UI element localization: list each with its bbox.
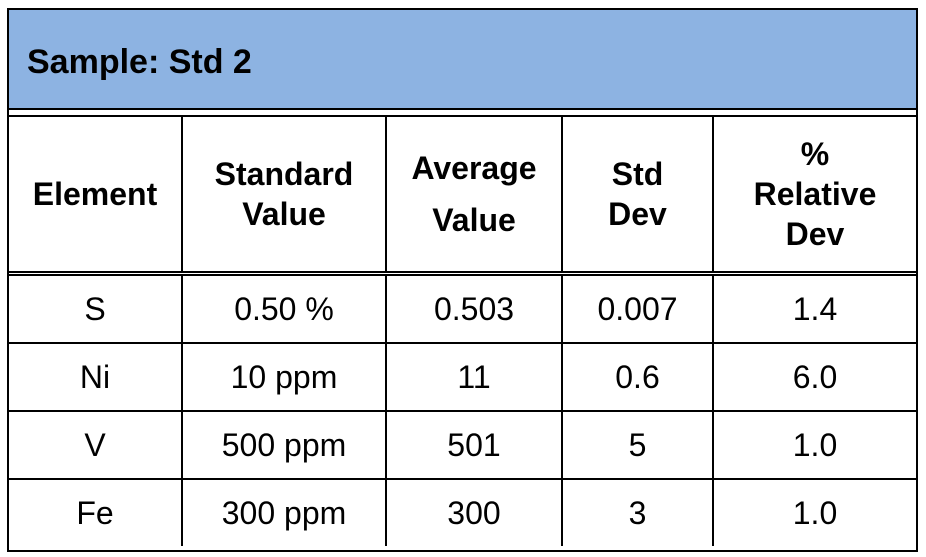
cell-element: S <box>9 272 183 344</box>
results-table-frame: Sample: Std 2 Element Standard Value Ave… <box>7 8 918 552</box>
header-line: Element <box>32 176 158 212</box>
header-element: Element <box>9 115 183 276</box>
results-table: Element Standard Value Average Value Std… <box>9 115 916 546</box>
header-relative-dev: % Relative Dev <box>712 115 916 276</box>
cell-element: V <box>9 410 183 480</box>
cell-standard-value: 10 ppm <box>181 342 387 412</box>
cell-relative-dev: 1.0 <box>712 410 916 480</box>
cell-average-value: 300 <box>385 478 563 546</box>
cell-std-dev: 0.6 <box>561 342 714 412</box>
cell-average-value: 0.503 <box>385 272 563 344</box>
header-line: Relative <box>753 176 877 212</box>
header-line: Dev <box>785 216 845 252</box>
header-row: Element Standard Value Average Value Std… <box>9 115 916 276</box>
header-line: Std <box>611 156 664 192</box>
header-line: Value <box>432 202 516 238</box>
header-average-value: Average Value <box>385 115 563 276</box>
header-std-dev: Std Dev <box>561 115 714 276</box>
cell-average-value: 501 <box>385 410 563 480</box>
cell-relative-dev: 6.0 <box>712 342 916 412</box>
cell-std-dev: 3 <box>561 478 714 546</box>
header-line: Average <box>411 150 537 186</box>
cell-standard-value: 500 ppm <box>181 410 387 480</box>
header-standard-value: Standard Value <box>181 115 387 276</box>
title-bar: Sample: Std 2 <box>9 10 916 110</box>
cell-average-value: 11 <box>385 342 563 412</box>
sample-title: Sample: Std 2 <box>27 43 252 81</box>
table-row: Ni 10 ppm 11 0.6 6.0 <box>9 342 916 412</box>
cell-element: Fe <box>9 478 183 546</box>
header-line: % <box>800 136 830 172</box>
cell-std-dev: 0.007 <box>561 272 714 344</box>
cell-std-dev: 5 <box>561 410 714 480</box>
cell-element: Ni <box>9 342 183 412</box>
table-row: V 500 ppm 501 5 1.0 <box>9 410 916 480</box>
cell-standard-value: 300 ppm <box>181 478 387 546</box>
header-line: Standard <box>214 156 354 192</box>
table-row: Fe 300 ppm 300 3 1.0 <box>9 478 916 546</box>
header-line: Dev <box>608 196 667 232</box>
cell-relative-dev: 1.0 <box>712 478 916 546</box>
cell-relative-dev: 1.4 <box>712 272 916 344</box>
header-line: Value <box>242 196 326 232</box>
cell-standard-value: 0.50 % <box>181 272 387 344</box>
table-row: S 0.50 % 0.503 0.007 1.4 <box>9 272 916 344</box>
